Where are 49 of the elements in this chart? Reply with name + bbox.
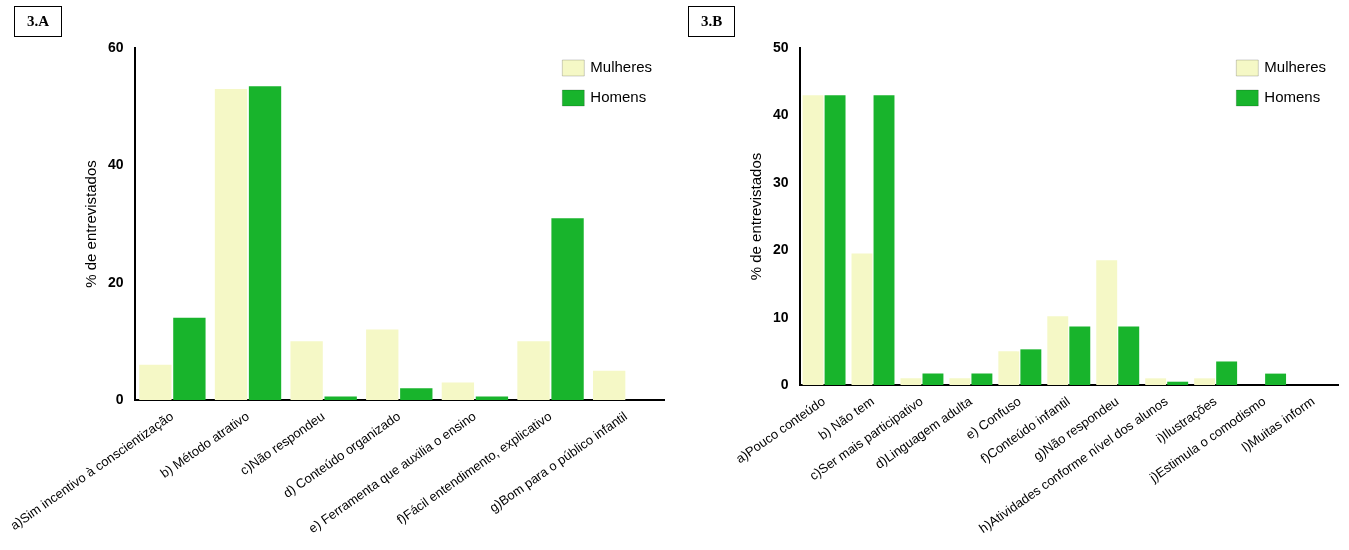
- bar: [1145, 378, 1167, 386]
- bar: [998, 351, 1020, 386]
- bar: [873, 95, 895, 386]
- y-tick-label: 40: [107, 156, 124, 173]
- legend-label: Homens: [590, 88, 647, 106]
- bar: [1118, 326, 1140, 386]
- legend-label: Mulheres: [590, 58, 653, 76]
- bar: [949, 378, 971, 386]
- bar: [824, 95, 846, 386]
- bar: [441, 382, 475, 400]
- y-tick-label: 30: [772, 173, 789, 190]
- bar: [324, 396, 357, 400]
- bar: [475, 396, 509, 400]
- bar: [900, 378, 922, 386]
- y-tick-label: 0: [780, 375, 789, 392]
- y-axis-title: % de entrevistados: [747, 152, 765, 281]
- y-tick-label: 0: [115, 390, 124, 407]
- bar: [214, 89, 248, 400]
- y-tick-label: 50: [772, 38, 789, 55]
- chart-title: 3.A: [14, 6, 63, 37]
- bar: [290, 341, 323, 400]
- bar: [593, 370, 626, 400]
- y-tick-label: 10: [772, 308, 789, 325]
- y-tick-label: 40: [772, 106, 789, 123]
- chart-title: 3.B: [688, 6, 736, 37]
- bar: [517, 341, 550, 400]
- y-tick-label: 20: [107, 273, 124, 290]
- bar: [1096, 260, 1118, 386]
- legend-label: Mulheres: [1264, 58, 1327, 76]
- bar: [366, 329, 399, 400]
- bar: [1020, 349, 1042, 386]
- bar: [400, 388, 433, 400]
- bar: [802, 95, 824, 386]
- y-tick-label: 20: [772, 241, 789, 258]
- bar: [851, 253, 873, 386]
- bar: [1216, 361, 1238, 386]
- bar: [922, 373, 944, 386]
- bar: [1194, 378, 1216, 386]
- legend-label: Homens: [1264, 88, 1321, 106]
- bar: [173, 317, 206, 400]
- bar: [971, 373, 993, 386]
- y-tick-label: 60: [107, 38, 124, 55]
- bar: [1069, 326, 1091, 386]
- bar: [1047, 316, 1069, 386]
- bar: [248, 86, 282, 400]
- bar: [551, 218, 584, 400]
- y-axis-title: % de entrevistados: [82, 160, 100, 288]
- bar: [1265, 373, 1287, 386]
- bar: [139, 364, 172, 400]
